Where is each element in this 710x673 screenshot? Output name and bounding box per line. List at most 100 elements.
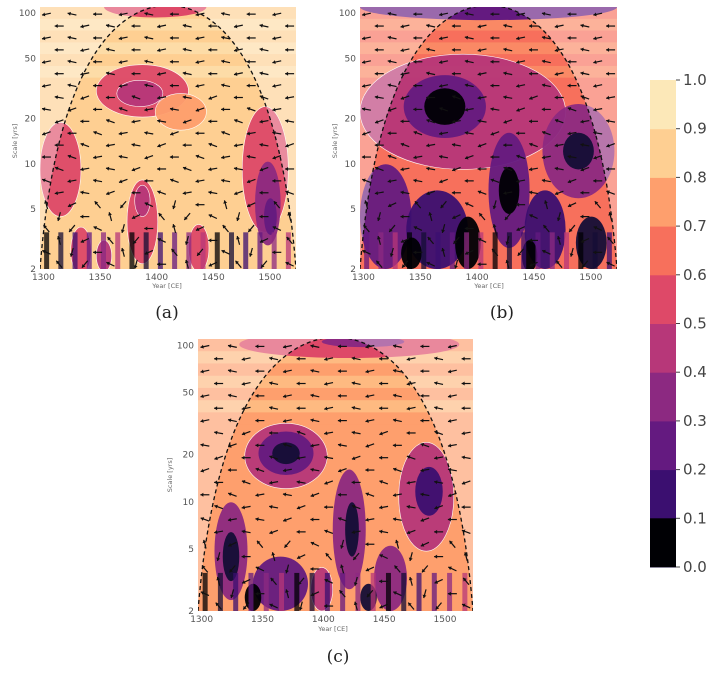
panel-a-phase-arrow (221, 178, 231, 183)
colorbar-ticks: 0.0 0.1 0.2 0.3 0.4 0.5 0.6 0.7 0.8 0.9 1.0 (676, 71, 707, 576)
panel-c-phase-arrow (200, 344, 210, 349)
panel-c-phase-arrow (392, 493, 402, 498)
panel-a-phase-arrow (131, 214, 141, 220)
panel-c-phase-arrow (365, 517, 375, 522)
panel-b-phase-arrow (554, 95, 564, 100)
panel-c-streak (279, 572, 285, 611)
panel-b-phase-arrow (503, 95, 513, 100)
panel-b-phase-arrow (362, 249, 371, 255)
panel-a-phase-arrow (68, 224, 76, 233)
panel-b-phase-arrow (528, 190, 539, 195)
panel-c-phase-arrow (406, 480, 416, 485)
panel-c-phase-arrow (324, 578, 333, 584)
panel-a-phase-arrow (105, 95, 115, 100)
panel-c-streak (385, 572, 391, 611)
panel-c-phase-arrow (461, 406, 471, 411)
panel-c-phase-arrow (461, 356, 471, 361)
panel-c-phase-arrow (379, 579, 389, 584)
panel-b-phase-arrow (554, 118, 564, 124)
panel-a-phase-arrow (208, 95, 218, 100)
panel-c-phase-arrow (379, 603, 388, 609)
panel-c-phase-arrow (392, 368, 402, 373)
panel-b-phase-arrow (477, 24, 487, 29)
panel-a-band (40, 54, 296, 66)
panel-c-streak (217, 572, 223, 611)
panel-b-streak (564, 232, 570, 269)
panel-a-phase-arrow (246, 83, 256, 88)
panel-b-phase-arrow (503, 166, 513, 172)
panel-b-phase-arrow (413, 250, 423, 255)
panel-a-y-tick-label: 100 (19, 9, 36, 19)
panel-a-top-region (104, 7, 207, 18)
panel-c-phase-arrow (282, 394, 292, 399)
panel-a-phase-arrow (208, 261, 218, 267)
panel-b-phase-arrow (529, 261, 538, 267)
panel-c-phase-arrow (351, 430, 361, 435)
panel-b-phase-arrow (374, 95, 384, 100)
panel-a-phase-arrow (41, 178, 51, 183)
panel-c-phase-arrow (227, 468, 237, 473)
colorbar-swatches (650, 80, 676, 568)
panel-c-phase-arrow (230, 589, 235, 599)
panel-a-phase-arrow (195, 83, 205, 88)
panel-a-phase-arrow (208, 71, 218, 76)
panel-b-coherence-region (563, 132, 594, 170)
panel-b-phase-arrow (490, 12, 500, 17)
panel-a-y-tick-label: 10 (25, 160, 37, 170)
panel-a-phase-arrow (247, 224, 255, 233)
panel-a-phase-arrow (54, 166, 64, 172)
panel-c-streak (462, 572, 468, 611)
panel-a-coherence-region (116, 80, 164, 107)
panel-a-phase-arrow (105, 118, 115, 124)
panel-b-phase-arrow (438, 36, 449, 41)
panel-a-phase-arrow (80, 167, 90, 172)
panel-b-phase-arrow (361, 60, 371, 65)
panel-b-phase-arrow (477, 48, 487, 53)
panel-a-phase-arrow (80, 214, 90, 219)
panel-a-phase-arrow (93, 155, 103, 160)
panel-b-phase-arrow (388, 224, 396, 233)
panel-b-phase-arrow (441, 224, 446, 234)
panel-c-phase-arrow (353, 576, 358, 586)
panel-b-x-ticks: 1300 1350 1400 1450 1500 (352, 273, 603, 283)
panel-b-phase-arrow (439, 178, 448, 184)
panel-a-phase-arrow (80, 119, 90, 124)
panel-b-streak (549, 232, 555, 269)
panel-b-phase-arrow (451, 95, 461, 100)
panel-c-phase-arrow (214, 480, 224, 485)
panel-c-phase-arrow (379, 480, 389, 485)
panel-a-streak (44, 232, 50, 269)
panel-a-phase-arrow (157, 119, 167, 124)
panel-c-x-axis-label: Year [CE] (317, 625, 348, 633)
panel-a-phase-arrow (259, 237, 269, 243)
panel-c-phase-arrow (324, 480, 334, 485)
panel-c-phase-arrow (420, 468, 430, 473)
panel-b-phase-arrow (606, 166, 616, 171)
panel-c-cone-shading (198, 339, 473, 611)
panel-c-x-tick-label: 1350 (251, 615, 274, 625)
panel-b-phase-arrow (441, 247, 446, 257)
panel-a-phase-arrow (286, 236, 293, 245)
panel-b-phase-arrow (426, 118, 436, 124)
panel-c-x-tick-label: 1450 (373, 615, 396, 625)
panel-b-phase-arrow (503, 143, 513, 148)
panel-a-phase-arrow (131, 47, 141, 52)
panel-b-x-tick-label: 1300 (352, 273, 375, 283)
panel-b-phase-arrow (541, 249, 551, 255)
panel-b-phase-arrow (477, 95, 487, 100)
panel-b-phase-arrow (505, 259, 510, 269)
panel-c-phase-arrow (379, 505, 389, 510)
panel-c-phase-arrow (255, 493, 265, 498)
panel-b-top-region (360, 7, 617, 21)
panel-a-coherence-region (134, 184, 151, 217)
panel-a-phase-arrow (41, 107, 51, 112)
panel-b-phase-arrow (528, 24, 538, 29)
panel-b-phase-arrow (593, 12, 603, 17)
panel-b-phase-arrow (464, 226, 474, 231)
panel-c-phase-arrow (282, 418, 292, 423)
panel-a-phase-arrow (169, 107, 179, 112)
panel-b-phase-arrow (528, 167, 539, 172)
panel-c-phase-arrow (227, 443, 237, 448)
panel-a-phase-arrow (259, 71, 269, 76)
panel-a-phase-arrow (196, 248, 204, 257)
